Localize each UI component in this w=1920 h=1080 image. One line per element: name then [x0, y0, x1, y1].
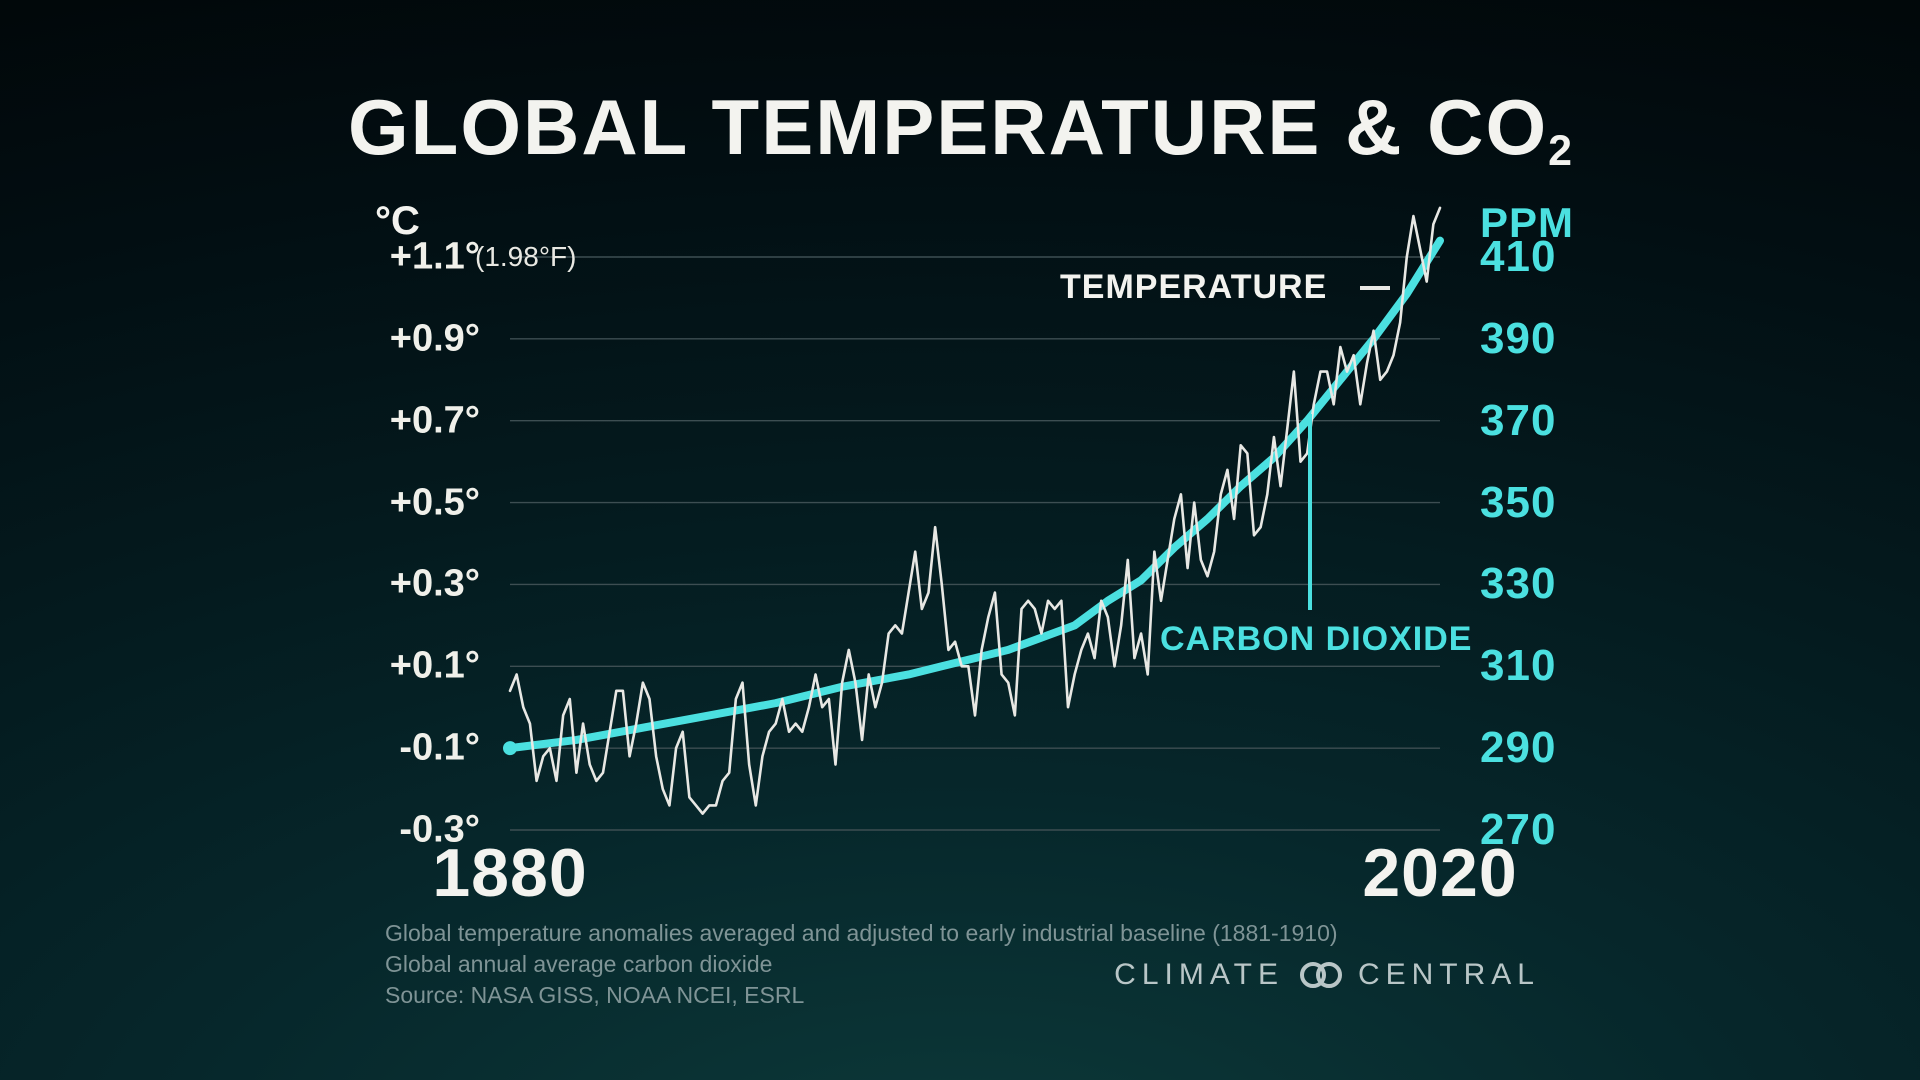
- y-left-tick: +0.9°: [390, 317, 480, 360]
- y-left-tick: -0.1°: [399, 727, 480, 770]
- y-right-tick: 390: [1480, 314, 1556, 364]
- y-right-tick: 310: [1480, 641, 1556, 691]
- y-right-tick: 290: [1480, 723, 1556, 773]
- y-left-tick: +0.7°: [390, 399, 480, 442]
- y-right-tick: 370: [1480, 396, 1556, 446]
- y-right-tick: 410: [1480, 232, 1556, 282]
- brand-left: CLIMATE: [1114, 958, 1284, 992]
- x-tick: 2020: [1362, 834, 1517, 912]
- co2-line: [510, 241, 1440, 749]
- y-left-inline-note: (1.98°F): [475, 241, 576, 273]
- brand: CLIMATE CENTRAL: [1114, 958, 1540, 992]
- footnote-line: Global temperature anomalies averaged an…: [385, 918, 1338, 949]
- y-right-tick: 350: [1480, 478, 1556, 528]
- y-left-tick: +0.3°: [390, 563, 480, 606]
- brand-right: CENTRAL: [1358, 958, 1540, 992]
- y-right-tick: 330: [1480, 559, 1556, 609]
- brand-logo-icon: [1298, 961, 1344, 989]
- stage: GLOBAL TEMPERATURE & CO2 °CPPM-0.3°-0.1°…: [0, 0, 1920, 1080]
- y-left-tick: +0.5°: [390, 481, 480, 524]
- series-label-co2: CARBON DIOXIDE: [1160, 620, 1472, 659]
- y-left-tick: +1.1°: [390, 236, 480, 279]
- x-tick: 1880: [432, 834, 587, 912]
- series-label-temperature: TEMPERATURE: [1060, 268, 1327, 307]
- co2-start-dot: [503, 741, 517, 755]
- y-left-tick: +0.1°: [390, 645, 480, 688]
